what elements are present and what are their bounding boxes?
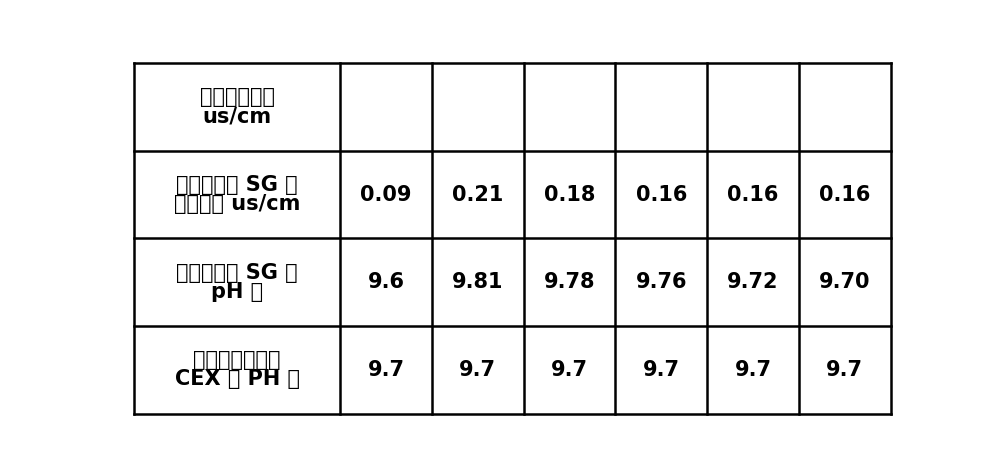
Text: 9.72: 9.72	[727, 272, 779, 292]
Text: 9.6: 9.6	[367, 272, 404, 292]
Text: 0.18: 0.18	[544, 185, 595, 204]
Text: 凝结水抽取系统: 凝结水抽取系统	[193, 350, 281, 370]
Text: 0.09: 0.09	[360, 185, 412, 204]
Text: 0.16: 0.16	[819, 185, 870, 204]
Text: 床的总电导率: 床的总电导率	[200, 87, 275, 107]
Text: 9.78: 9.78	[544, 272, 595, 292]
Text: 9.7: 9.7	[826, 360, 863, 380]
Text: us/cm: us/cm	[203, 107, 272, 126]
Text: 阳电导率 us/cm: 阳电导率 us/cm	[174, 194, 300, 214]
Text: 9.7: 9.7	[643, 360, 680, 380]
Text: 蒸汽发生器 SG 的: 蒸汽发生器 SG 的	[176, 175, 298, 195]
Text: pH 值: pH 值	[211, 282, 263, 302]
Text: 0.16: 0.16	[636, 185, 687, 204]
Text: CEX 的 PH 值: CEX 的 PH 值	[175, 370, 300, 389]
Text: 9.81: 9.81	[452, 272, 503, 292]
Text: 9.7: 9.7	[459, 360, 496, 380]
Text: 0.21: 0.21	[452, 185, 503, 204]
Text: 9.7: 9.7	[735, 360, 772, 380]
Text: 9.76: 9.76	[636, 272, 687, 292]
Text: 9.7: 9.7	[551, 360, 588, 380]
Text: 9.70: 9.70	[819, 272, 871, 292]
Text: 蒸汽发生器 SG 的: 蒸汽发生器 SG 的	[176, 262, 298, 283]
Text: 0.16: 0.16	[727, 185, 779, 204]
Text: 9.7: 9.7	[367, 360, 404, 380]
